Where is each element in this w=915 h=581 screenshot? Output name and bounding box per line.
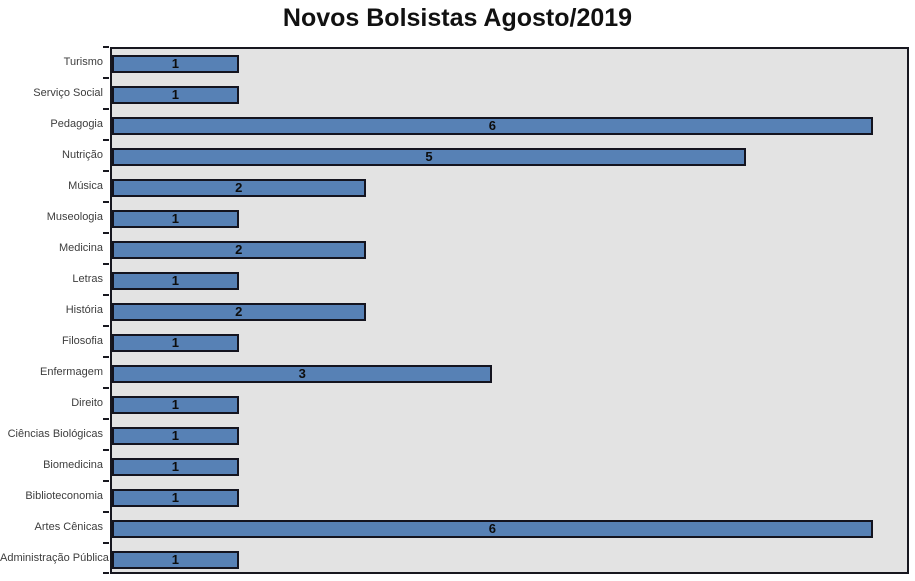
axis-tick — [103, 232, 109, 234]
category-label: História — [65, 304, 103, 316]
bar-row: 3 — [112, 359, 907, 390]
axis-tick — [103, 572, 109, 574]
axis-tick — [103, 449, 109, 451]
y-axis-labels: Turismo Serviço Social Pedagogia Nutrição Mú… — [0, 47, 109, 574]
bar-value-label: 2 — [235, 242, 243, 257]
category-label: Enfermagem — [40, 366, 103, 378]
bar: 2 — [112, 303, 366, 321]
category-label: Administração Pública — [0, 552, 109, 564]
bar-row: 1 — [112, 328, 907, 359]
category-label: Nutrição — [62, 149, 103, 161]
axis-tick — [103, 356, 109, 358]
category-label: Pedagogia — [50, 118, 103, 130]
bar-value-label: 1 — [171, 211, 179, 226]
bar-row: 1 — [112, 421, 907, 452]
bar-value-label: 1 — [171, 552, 179, 567]
bar-row: 6 — [112, 111, 907, 142]
category-label: Serviço Social — [33, 87, 103, 99]
bar-row: 1 — [112, 390, 907, 421]
bar-value-label: 1 — [171, 87, 179, 102]
bar-value-label: 1 — [171, 335, 179, 350]
chart-title: Novos Bolsistas Agosto/2019 — [282, 4, 633, 32]
bar-row: 1 — [112, 204, 907, 235]
axis-tick — [103, 201, 109, 203]
bar: 2 — [112, 241, 366, 259]
category-label: Turismo — [63, 56, 103, 68]
category-label: Biomedicina — [43, 459, 103, 471]
axis-tick — [103, 480, 109, 482]
bar-row: 2 — [112, 235, 907, 266]
bar: 1 — [112, 551, 239, 569]
bar-value-label: 2 — [235, 304, 243, 319]
bar: 1 — [112, 458, 239, 476]
bar-row: 2 — [112, 173, 907, 204]
axis-tick — [103, 294, 109, 296]
bar-row: 1 — [112, 80, 907, 111]
axis-tick — [103, 263, 109, 265]
bar-value-label: 1 — [171, 428, 179, 443]
bar: 1 — [112, 272, 239, 290]
bar: 6 — [112, 520, 873, 538]
bar: 1 — [112, 396, 239, 414]
bar-row: 1 — [112, 452, 907, 483]
axis-tick — [103, 325, 109, 327]
bar-value-label: 1 — [171, 459, 179, 474]
axis-tick — [103, 170, 109, 172]
bar-value-label: 2 — [235, 180, 243, 195]
bar-value-label: 5 — [425, 149, 433, 164]
bar-row: 2 — [112, 297, 907, 328]
bar: 1 — [112, 489, 239, 507]
bar: 3 — [112, 365, 493, 383]
bar: 1 — [112, 427, 239, 445]
bar: 5 — [112, 148, 746, 166]
bar-row: 6 — [112, 514, 907, 545]
bar-value-label: 3 — [298, 366, 306, 381]
axis-tick — [103, 108, 109, 110]
axis-tick — [103, 418, 109, 420]
bar-value-label: 1 — [171, 56, 179, 71]
bar: 1 — [112, 210, 239, 228]
category-label: Museologia — [46, 211, 103, 223]
bar-row: 1 — [112, 49, 907, 80]
bar: 1 — [112, 86, 239, 104]
category-label: Medicina — [58, 242, 103, 254]
category-label: Direito — [71, 397, 103, 409]
axis-tick — [103, 511, 109, 513]
bar-value-label: 6 — [488, 521, 496, 536]
bar-value-label: 1 — [171, 490, 179, 505]
bar: 1 — [112, 55, 239, 73]
category-label: Música — [68, 180, 103, 192]
axis-tick — [103, 139, 109, 141]
bar-value-label: 1 — [171, 397, 179, 412]
axis-tick — [103, 542, 109, 544]
category-label: Letras — [72, 273, 103, 285]
bar-row: 1 — [112, 266, 907, 297]
category-label: Biblioteconomia — [25, 490, 103, 502]
bar-value-label: 6 — [488, 118, 496, 133]
bar-row: 1 — [112, 483, 907, 514]
axis-tick — [103, 77, 109, 79]
bar-value-label: 1 — [171, 273, 179, 288]
bar: 2 — [112, 179, 366, 197]
category-label: Filosofia — [62, 335, 103, 347]
category-label: Ciências Biológicas — [7, 428, 103, 440]
bar-row: 1 — [112, 545, 907, 576]
bar: 1 — [112, 334, 239, 352]
bar-row: 5 — [112, 142, 907, 173]
axis-tick — [103, 387, 109, 389]
axis-tick — [103, 46, 109, 48]
category-label: Artes Cênicas — [34, 521, 103, 533]
bar: 6 — [112, 117, 873, 135]
